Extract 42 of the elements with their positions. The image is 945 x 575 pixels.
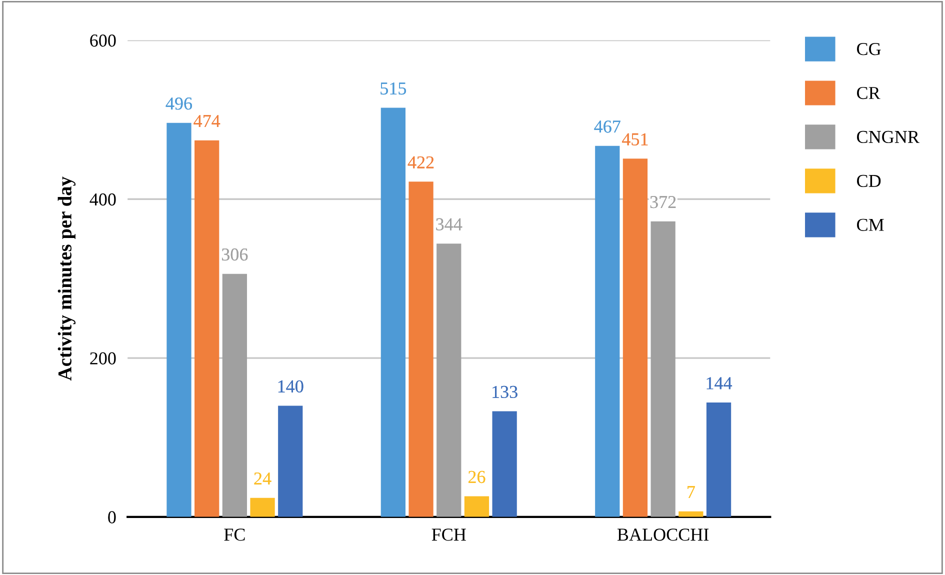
data-label: 451 (622, 133, 648, 146)
bar (380, 108, 406, 517)
legend-label: CD (857, 174, 881, 188)
data-label: 24 (254, 472, 272, 484)
bar (194, 140, 220, 517)
data-label: 372 (650, 196, 676, 208)
data-label: 422 (408, 156, 434, 168)
data-label: 496 (166, 98, 192, 110)
data-label: 474 (194, 115, 220, 127)
bar (464, 496, 490, 517)
data-label: 26 (468, 470, 486, 484)
data-label: 344 (436, 218, 462, 230)
legend-label: CNGNR (857, 130, 920, 144)
bar (706, 402, 732, 517)
bar (595, 146, 620, 517)
x-tick-label: BALOCCHI (617, 528, 709, 541)
legend-label: CM (857, 218, 884, 231)
data-label: 7 (688, 486, 695, 498)
y-tick-label: 0 (108, 511, 116, 524)
bar (166, 122, 192, 517)
legend-label: CR (857, 86, 880, 100)
bar (408, 182, 434, 517)
data-label: 133 (492, 386, 518, 398)
y-tick-label: 400 (90, 193, 116, 206)
data-label: 306 (222, 248, 248, 261)
data-label: 467 (594, 120, 620, 133)
y-tick-label: 600 (90, 34, 116, 47)
bar (622, 158, 648, 517)
bar (250, 498, 275, 517)
bar (492, 411, 517, 517)
bar (650, 221, 676, 517)
bar (222, 274, 247, 517)
y-tick-label: 200 (90, 352, 116, 364)
data-label: 140 (278, 380, 304, 392)
data-label: 144 (706, 377, 732, 390)
bar (278, 406, 303, 517)
legend-label: CG (857, 42, 881, 56)
data-label: 515 (380, 82, 406, 95)
x-tick-label: FCH (432, 528, 466, 541)
y-axis-title: Activity minutes per day (58, 176, 76, 381)
bar (436, 244, 462, 517)
x-tick-label: FC (224, 528, 245, 541)
